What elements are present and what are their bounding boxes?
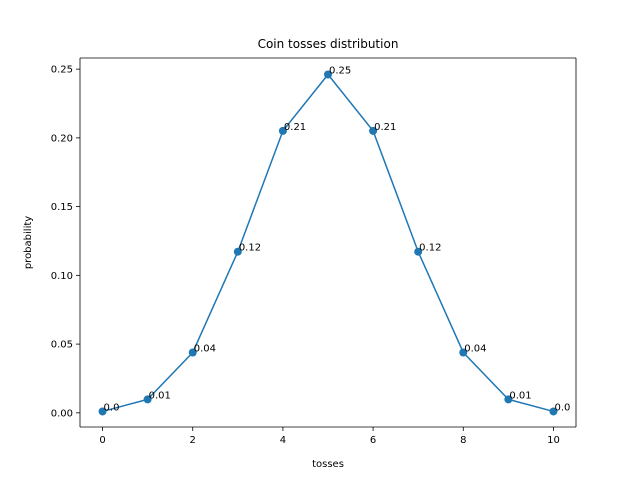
data-label: 0.12 <box>239 243 261 254</box>
data-label: 0.0 <box>554 402 570 413</box>
plot-area <box>80 58 576 427</box>
y-axis: 0.00 0.05 0.10 0.15 0.20 0.25 <box>51 65 80 419</box>
data-point <box>143 395 152 404</box>
data-label: 0.0 <box>104 402 120 413</box>
data-label: 0.12 <box>419 243 441 254</box>
y-tick-label: 0.10 <box>51 271 73 282</box>
series-layer: 0.0 0.01 0.04 0.12 0.21 0.25 0.21 0.12 0.04 0.01 0… <box>98 65 570 416</box>
data-point <box>459 348 468 357</box>
y-tick-label: 0.20 <box>51 133 73 144</box>
data-label: 0.25 <box>329 65 351 76</box>
data-label: 0.04 <box>464 343 486 354</box>
x-tick-label: 4 <box>280 435 286 446</box>
data-label: 0.01 <box>149 390 171 401</box>
y-tick-label: 0.25 <box>51 65 73 76</box>
data-point <box>278 126 287 135</box>
x-tick-label: 0 <box>99 435 105 446</box>
y-tick-label: 0.00 <box>51 408 73 419</box>
y-axis-label: probability <box>23 216 34 269</box>
x-tick-label: 10 <box>547 435 560 446</box>
chart-title: Coin tosses distribution <box>258 37 399 51</box>
x-axis-label: tosses <box>312 459 344 470</box>
data-point <box>98 407 107 416</box>
data-point <box>414 247 423 256</box>
data-label: 0.04 <box>194 343 216 354</box>
data-point <box>233 247 242 256</box>
axes-frame <box>79 57 577 428</box>
y-tick-label: 0.15 <box>51 202 73 213</box>
data-label: 0.21 <box>284 122 306 133</box>
data-label: 0.01 <box>509 390 531 401</box>
y-tick-label: 0.05 <box>51 340 73 351</box>
data-point <box>504 395 513 404</box>
x-axis: 0 2 4 6 8 10 <box>99 427 560 446</box>
data-point <box>324 70 332 79</box>
x-tick-label: 2 <box>190 435 196 446</box>
data-point <box>369 126 378 135</box>
x-tick-label: 6 <box>370 435 376 446</box>
data-label: 0.21 <box>374 122 396 133</box>
x-tick-label: 8 <box>460 435 466 446</box>
data-point <box>549 407 558 416</box>
data-point <box>188 348 197 357</box>
